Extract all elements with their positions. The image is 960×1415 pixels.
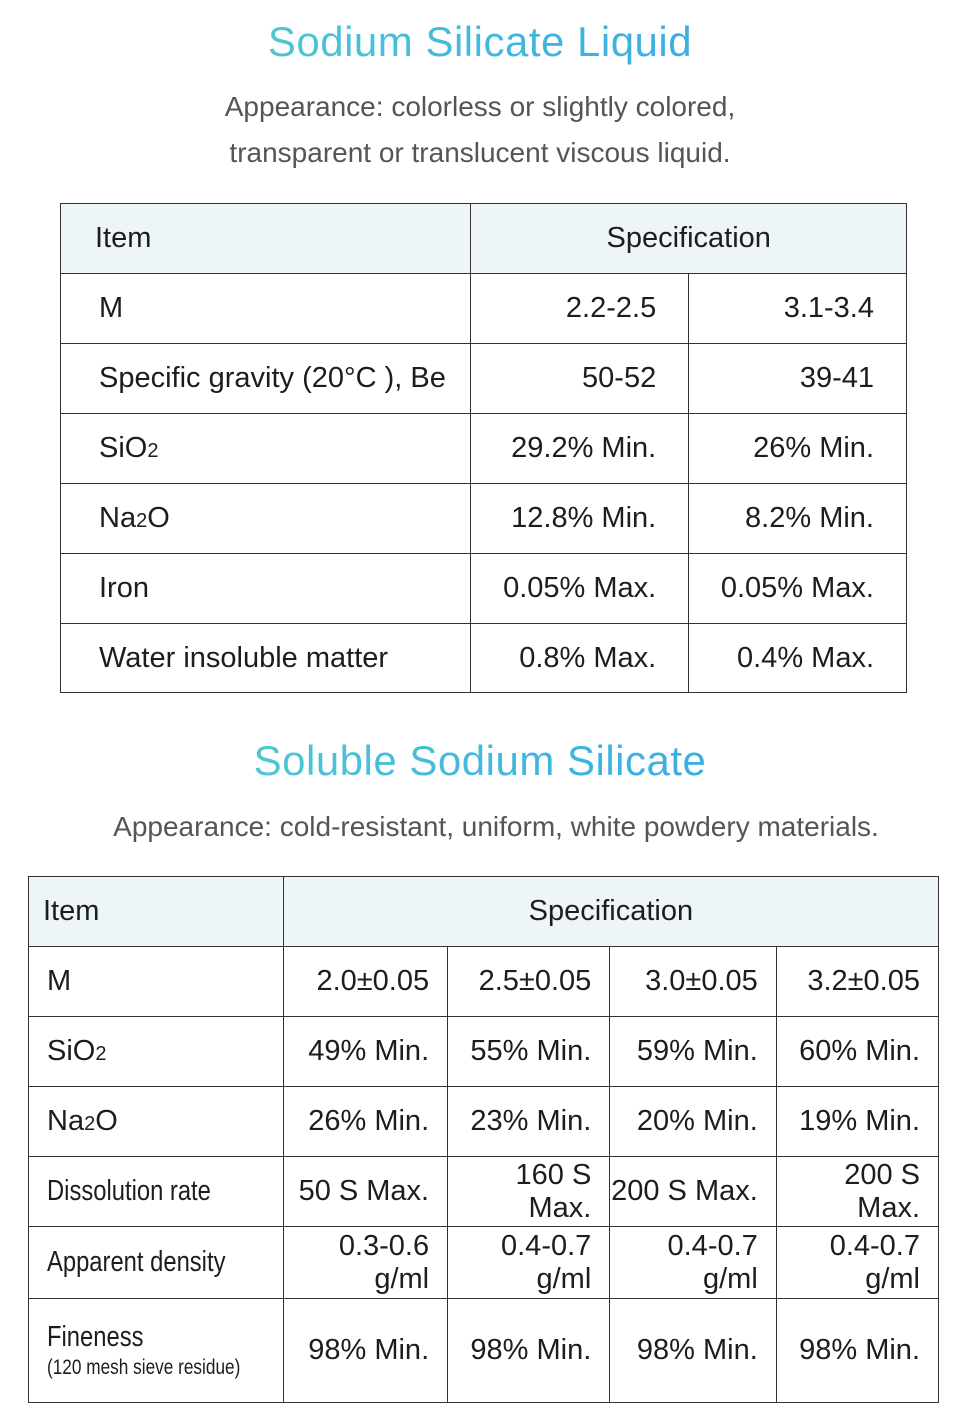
- row-value: 98% Min.: [775, 1298, 940, 1403]
- header-item: Item: [59, 203, 472, 274]
- section1-appearance-line1: Appearance: colorless or slightly colore…: [224, 91, 736, 122]
- row-value: 0.05% Max.: [688, 553, 907, 624]
- section1-appearance-line2: transparent or translucent viscous liqui…: [229, 137, 731, 168]
- table-row: M 2.2-2.5 3.1-3.4: [59, 273, 907, 344]
- soluble-spec-table: Item Specification M 2.0±0.05 2.5±0.05 3…: [28, 876, 940, 1403]
- row-label: Iron: [59, 553, 472, 624]
- row-value: 98% Min.: [282, 1298, 449, 1403]
- row-value: 0.8% Max.: [470, 623, 690, 693]
- row-label: Fineness (120 mesh sieve residue): [28, 1298, 284, 1403]
- table-row: SiO2 29.2% Min. 26% Min.: [59, 413, 907, 484]
- row-value: 60% Min.: [775, 1016, 940, 1087]
- table-row: Fineness (120 mesh sieve residue) 98% Mi…: [28, 1298, 940, 1403]
- section2-title: Soluble Sodium Silicate: [0, 737, 960, 785]
- row-value: 50-52: [470, 343, 690, 414]
- row-value: 26% Min.: [282, 1086, 449, 1157]
- row-value: 0.4-0.7 g/ml: [447, 1226, 611, 1299]
- row-value: 0.4-0.7 g/ml: [609, 1226, 777, 1299]
- table-header-row: Item Specification: [59, 203, 907, 274]
- row-value: 160 S Max.: [447, 1156, 611, 1227]
- row-label: M: [59, 273, 472, 344]
- row-label: Na2O: [28, 1086, 284, 1157]
- row-label: Na2O: [59, 483, 472, 554]
- row-label: M: [28, 946, 284, 1017]
- table-row: Apparent density 0.3-0.6 g/ml 0.4-0.7 g/…: [28, 1226, 940, 1299]
- row-value: 29.2% Min.: [470, 413, 690, 484]
- row-value: 200 S Max.: [609, 1156, 777, 1227]
- section2-appearance: Appearance: cold-resistant, uniform, whi…: [113, 811, 879, 842]
- row-value: 3.2±0.05: [775, 946, 940, 1017]
- table-row: M 2.0±0.05 2.5±0.05 3.0±0.05 3.2±0.05: [28, 946, 940, 1017]
- row-label: SiO2: [59, 413, 472, 484]
- row-value: 19% Min.: [775, 1086, 940, 1157]
- table-row: Na2O 12.8% Min. 8.2% Min.: [59, 483, 907, 554]
- row-label: Apparent density: [28, 1226, 284, 1299]
- table-row: Specific gravity (20°C ), Be 50-52 39-41: [59, 343, 907, 414]
- row-value: 2.0±0.05: [282, 946, 449, 1017]
- row-value: 0.4-0.7 g/ml: [775, 1226, 940, 1299]
- header-specification: Specification: [470, 203, 907, 274]
- row-value: 12.8% Min.: [470, 483, 690, 554]
- row-value: 26% Min.: [688, 413, 907, 484]
- row-label: Dissolution rate: [28, 1156, 284, 1227]
- row-value: 59% Min.: [609, 1016, 777, 1087]
- row-value: 8.2% Min.: [688, 483, 907, 554]
- row-value: 23% Min.: [447, 1086, 611, 1157]
- row-value: 55% Min.: [447, 1016, 611, 1087]
- row-value: 2.2-2.5: [470, 273, 690, 344]
- section1-title: Sodium Silicate Liquid: [0, 18, 960, 66]
- row-label: Specific gravity (20°C ), Be: [59, 343, 472, 414]
- row-value: 98% Min.: [447, 1298, 611, 1403]
- row-value: 49% Min.: [282, 1016, 449, 1087]
- table-row: Na2O 26% Min. 23% Min. 20% Min. 19% Min.: [28, 1086, 940, 1157]
- row-value: 20% Min.: [609, 1086, 777, 1157]
- row-value: 39-41: [688, 343, 907, 414]
- table-row: Dissolution rate 50 S Max. 160 S Max. 20…: [28, 1156, 940, 1227]
- row-value: 50 S Max.: [282, 1156, 449, 1227]
- header-item: Item: [28, 876, 284, 947]
- row-value: 98% Min.: [609, 1298, 777, 1403]
- row-value: 3.1-3.4: [688, 273, 907, 344]
- row-value: 2.5±0.05: [447, 946, 611, 1017]
- table-row: Iron 0.05% Max. 0.05% Max.: [59, 553, 907, 624]
- table-row: SiO2 49% Min. 55% Min. 59% Min. 60% Min.: [28, 1016, 940, 1087]
- row-value: 0.4% Max.: [688, 623, 907, 693]
- row-value: 0.3-0.6 g/ml: [282, 1226, 449, 1299]
- table-row: Water insoluble matter 0.8% Max. 0.4% Ma…: [59, 623, 907, 693]
- row-value: 200 S Max.: [775, 1156, 940, 1227]
- row-value: 0.05% Max.: [470, 553, 690, 624]
- row-value: 3.0±0.05: [609, 946, 777, 1017]
- row-label: Water insoluble matter: [59, 623, 472, 693]
- header-specification: Specification: [282, 876, 940, 947]
- liquid-spec-table: Item Specification M 2.2-2.5 3.1-3.4 Spe…: [59, 203, 907, 693]
- table-header-row: Item Specification: [28, 876, 940, 947]
- row-note: (120 mesh sieve residue): [47, 1356, 241, 1379]
- row-label: SiO2: [28, 1016, 284, 1087]
